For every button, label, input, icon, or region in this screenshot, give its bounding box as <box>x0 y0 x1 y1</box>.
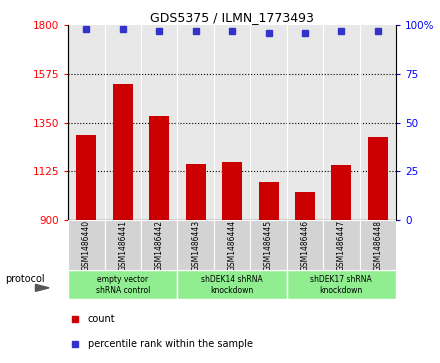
Text: empty vector
shRNA control: empty vector shRNA control <box>95 275 150 295</box>
Bar <box>323 220 359 270</box>
Title: GDS5375 / ILMN_1773493: GDS5375 / ILMN_1773493 <box>150 11 314 24</box>
Polygon shape <box>36 284 49 291</box>
Bar <box>287 270 396 299</box>
Bar <box>113 83 133 220</box>
Text: GSM1486441: GSM1486441 <box>118 220 127 270</box>
Bar <box>359 220 396 270</box>
Text: shDEK17 shRNA
knockdown: shDEK17 shRNA knockdown <box>311 275 372 295</box>
Text: GSM1486442: GSM1486442 <box>155 220 164 270</box>
Bar <box>149 116 169 220</box>
Text: protocol: protocol <box>5 274 45 284</box>
Bar <box>105 220 141 270</box>
Text: GSM1486447: GSM1486447 <box>337 220 346 270</box>
Text: count: count <box>88 314 115 324</box>
Bar <box>68 220 105 270</box>
Text: GSM1486446: GSM1486446 <box>301 220 309 270</box>
Bar <box>177 220 214 270</box>
Bar <box>186 163 205 220</box>
Bar <box>295 192 315 220</box>
Text: GSM1486440: GSM1486440 <box>82 220 91 270</box>
Text: GSM1486443: GSM1486443 <box>191 220 200 270</box>
Bar <box>287 220 323 270</box>
Bar <box>77 135 96 220</box>
Bar <box>68 270 177 299</box>
Bar <box>259 182 279 220</box>
Text: GSM1486445: GSM1486445 <box>264 220 273 270</box>
Bar <box>250 220 287 270</box>
Text: GSM1486448: GSM1486448 <box>373 220 382 270</box>
Bar <box>368 136 388 220</box>
Text: percentile rank within the sample: percentile rank within the sample <box>88 339 253 348</box>
Text: shDEK14 shRNA
knockdown: shDEK14 shRNA knockdown <box>201 275 263 295</box>
Text: GSM1486444: GSM1486444 <box>227 220 237 270</box>
Bar <box>222 162 242 220</box>
Bar <box>214 220 250 270</box>
Bar <box>177 270 287 299</box>
Bar <box>141 220 177 270</box>
Bar <box>331 164 352 220</box>
